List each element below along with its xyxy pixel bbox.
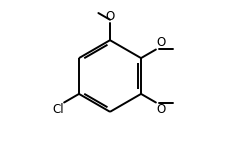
Text: Cl: Cl <box>52 103 63 116</box>
Text: O: O <box>156 36 165 49</box>
Text: O: O <box>156 103 165 116</box>
Text: O: O <box>105 10 114 23</box>
